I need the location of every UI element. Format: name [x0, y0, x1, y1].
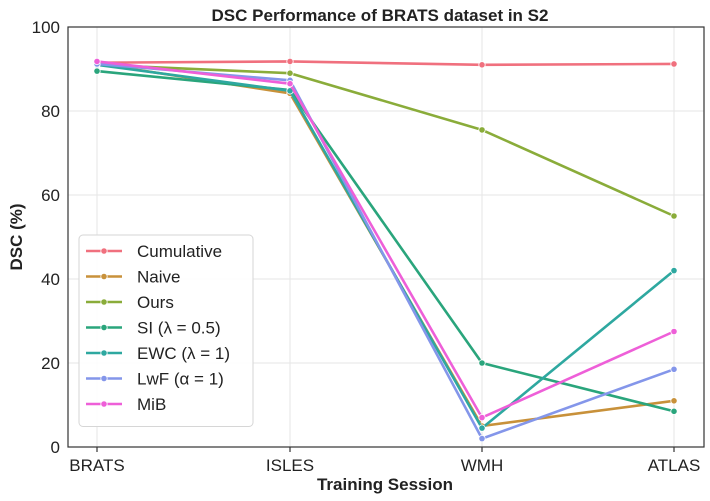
x-tick-label: WMH	[461, 456, 503, 475]
data-point	[670, 407, 678, 415]
legend: Cumulative Naive Ours SI (λ = 0.5) EWC (λ = …	[78, 234, 254, 427]
legend-box	[78, 234, 254, 427]
data-point	[670, 266, 678, 275]
data-point	[93, 57, 101, 66]
data-point	[478, 434, 486, 443]
series-layer	[93, 57, 678, 443]
legend-item-lwf-1: LwF (α = 1)	[86, 370, 224, 389]
series-cumulative	[93, 57, 678, 69]
data-point	[286, 69, 294, 77]
series-line-si-0-5	[96, 69, 675, 413]
data-point	[478, 413, 486, 422]
y-tick-label: 60	[41, 186, 60, 205]
series-line-mib	[96, 60, 675, 419]
legend-marker	[100, 298, 108, 306]
y-tick-label: 0	[51, 438, 60, 457]
legend-item-mib: MiB	[86, 395, 166, 414]
data-point	[93, 67, 101, 75]
x-tick-label: ISLES	[266, 456, 314, 475]
legend-label: SI (λ = 0.5)	[137, 319, 221, 338]
data-point	[478, 126, 486, 134]
data-point	[670, 327, 678, 336]
y-tick-label: 40	[41, 270, 60, 289]
legend-marker	[100, 400, 108, 408]
x-axis-label: Training Session	[317, 475, 453, 494]
legend-marker	[100, 349, 108, 357]
x-tick-label: BRATS	[69, 456, 124, 475]
data-point	[670, 212, 678, 220]
legend-label: MiB	[137, 395, 166, 414]
chart-title: DSC Performance of BRATS dataset in S2	[212, 6, 549, 25]
x-tick-labels: BRATS ISLES WMH ATLAS	[69, 447, 700, 475]
x-tick-label: ATLAS	[648, 456, 701, 475]
legend-marker	[100, 374, 108, 383]
y-tick-label: 100	[32, 18, 60, 37]
legend-item-ours: Ours	[86, 293, 174, 312]
data-point	[670, 60, 678, 68]
series-line-cumulative	[96, 60, 675, 67]
legend-label: Cumulative	[137, 242, 222, 261]
data-point	[670, 397, 678, 405]
legend-label: LwF (α = 1)	[137, 370, 224, 389]
data-point	[286, 80, 294, 88]
legend-item-si-0-5: SI (λ = 0.5)	[86, 319, 221, 338]
data-point	[478, 424, 486, 432]
legend-marker	[100, 247, 108, 255]
y-axis-label: DSC (%)	[7, 203, 26, 270]
series-mib	[93, 57, 678, 422]
data-point	[478, 359, 486, 367]
data-point	[286, 57, 294, 66]
legend-marker	[100, 323, 108, 332]
legend-item-naive: Naive	[86, 268, 180, 287]
series-ours	[93, 61, 678, 220]
series-line-ours	[96, 63, 675, 218]
y-tick-label: 80	[41, 102, 60, 121]
y-tick-labels: 0 20 40 60 80 100	[32, 18, 60, 457]
legend-item-cumulative: Cumulative	[86, 242, 222, 261]
legend-label: EWC (λ = 1)	[137, 344, 230, 363]
data-point	[670, 365, 678, 373]
legend-label: Ours	[137, 293, 174, 312]
legend-marker	[100, 272, 108, 281]
data-point	[478, 61, 486, 69]
legend-label: Naive	[137, 268, 180, 287]
plot-frame	[67, 26, 705, 448]
legend-item-ewc-1: EWC (λ = 1)	[86, 344, 230, 363]
y-tick-label: 20	[41, 354, 60, 373]
